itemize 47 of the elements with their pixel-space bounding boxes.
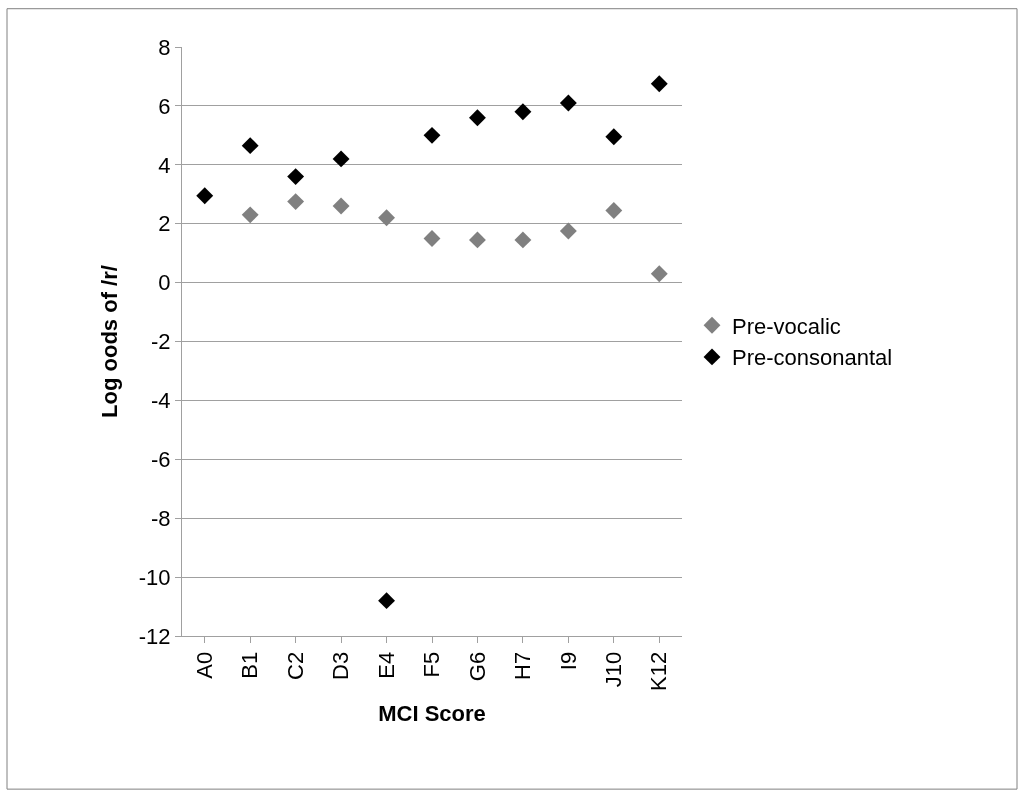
x-tick-label: G6 xyxy=(464,651,490,682)
y-tick-label: -2 xyxy=(151,329,171,355)
x-tick-label: J10 xyxy=(600,651,626,688)
y-tick-label: -6 xyxy=(151,447,171,472)
point xyxy=(559,94,577,112)
point xyxy=(514,231,532,249)
x-tick-label: F5 xyxy=(419,651,445,678)
point xyxy=(241,206,259,224)
x-tick-label: B1 xyxy=(237,651,263,679)
point xyxy=(378,209,395,227)
point xyxy=(423,126,441,144)
x-tick-label: H7 xyxy=(510,651,536,680)
point xyxy=(332,197,350,215)
y-tick-label: 2 xyxy=(158,211,171,237)
x-tick-label: D3 xyxy=(328,651,354,680)
point xyxy=(514,103,532,121)
x-tick-label: I9 xyxy=(555,651,581,671)
x-axis-title: MCI Score xyxy=(378,700,486,726)
point xyxy=(287,168,305,186)
x-tick-label: K12 xyxy=(646,651,672,691)
x-tick-label: C2 xyxy=(282,651,308,680)
x-tick-label: E4 xyxy=(373,651,399,679)
point xyxy=(241,137,259,155)
y-tick-label: -12 xyxy=(138,623,171,649)
y-axis-title: Log oods of /r/ xyxy=(96,265,122,418)
point xyxy=(469,109,486,127)
point xyxy=(605,128,623,146)
point xyxy=(605,202,623,219)
point xyxy=(287,193,305,211)
point xyxy=(650,265,668,283)
y-tick-label: -10 xyxy=(138,564,171,590)
point xyxy=(196,187,214,205)
point xyxy=(332,150,350,168)
legend-label: Pre-consonantal xyxy=(732,345,893,371)
y-tick-label: 4 xyxy=(158,152,171,178)
y-tick-label: 6 xyxy=(158,93,171,119)
point xyxy=(650,75,668,93)
y-tick-label: -8 xyxy=(151,505,171,531)
point xyxy=(559,222,577,240)
legend-label: Pre-vocalic xyxy=(732,313,841,339)
point xyxy=(423,229,441,247)
x-tick-label: A0 xyxy=(191,651,217,679)
y-tick-label: 8 xyxy=(158,34,171,60)
y-tick-label: -4 xyxy=(151,388,171,414)
point xyxy=(469,231,486,249)
y-tick-label: 0 xyxy=(158,270,171,296)
point xyxy=(378,592,395,610)
